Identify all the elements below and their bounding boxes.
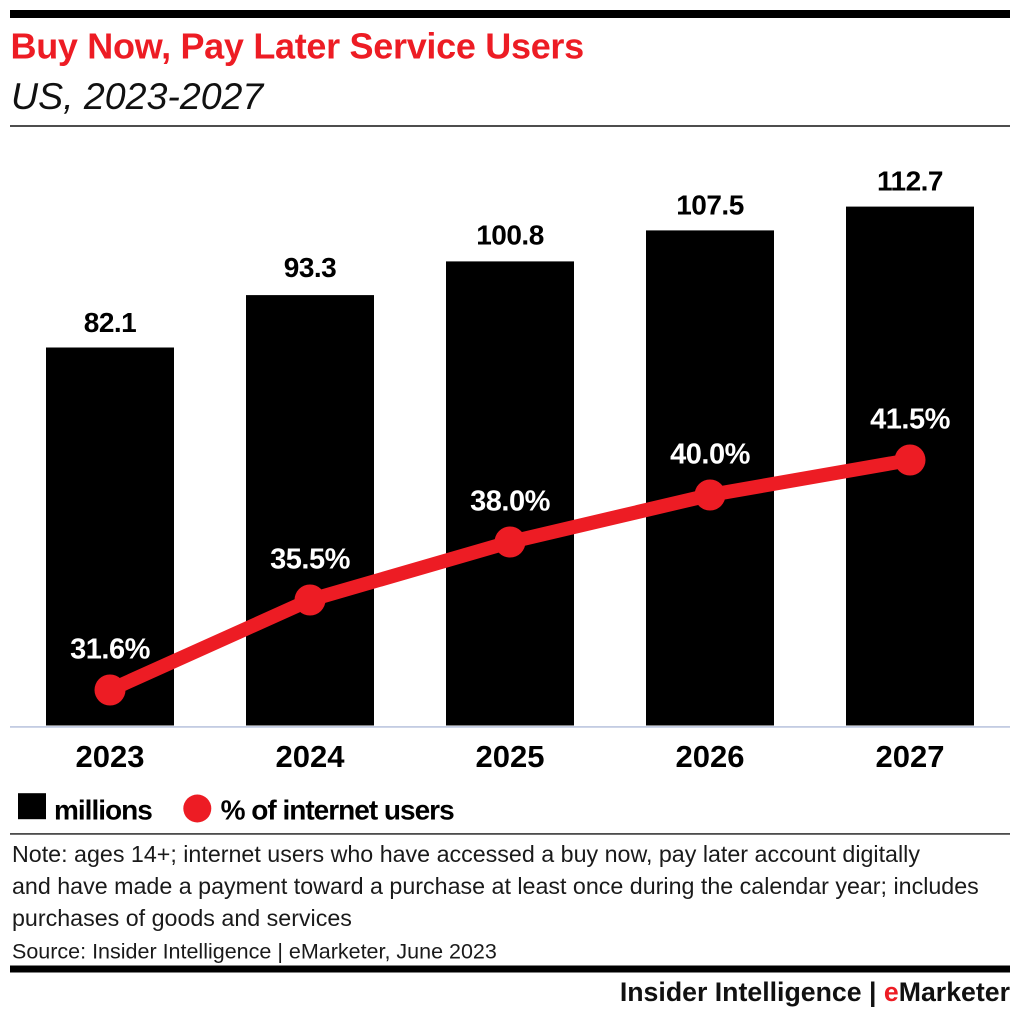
svg-text:82.1: 82.1 — [84, 307, 137, 338]
svg-text:Insider Intelligence | eMarket: Insider Intelligence | eMarketer — [620, 977, 1010, 1007]
svg-text:2023: 2023 — [76, 739, 145, 774]
svg-text:Note: ages 14+; internet users: Note: ages 14+; internet users who have … — [12, 841, 920, 867]
svg-text:35.5%: 35.5% — [270, 544, 350, 576]
svg-text:93.3: 93.3 — [284, 252, 337, 283]
svg-text:US, 2023-2027: US, 2023-2027 — [11, 75, 265, 117]
svg-text:millions: millions — [54, 794, 152, 825]
svg-text:31.6%: 31.6% — [70, 633, 150, 665]
svg-text:and have made a payment toward: and have made a payment toward a purchas… — [12, 873, 979, 899]
svg-text:2025: 2025 — [476, 739, 545, 774]
svg-text:107.5: 107.5 — [676, 189, 744, 220]
svg-text:Source: Insider Intelligence |: Source: Insider Intelligence | eMarketer… — [12, 940, 497, 964]
svg-text:% of internet users: % of internet users — [221, 794, 454, 825]
svg-text:2024: 2024 — [276, 739, 346, 774]
svg-text:100.8: 100.8 — [476, 220, 544, 251]
svg-text:2026: 2026 — [676, 739, 745, 774]
svg-text:38.0%: 38.0% — [470, 486, 550, 518]
svg-text:40.0%: 40.0% — [670, 439, 750, 471]
svg-text:112.7: 112.7 — [877, 166, 943, 197]
svg-text:41.5%: 41.5% — [870, 404, 950, 436]
svg-text:2027: 2027 — [876, 739, 945, 774]
svg-text:purchases of goods and service: purchases of goods and services — [12, 905, 352, 931]
svg-text:Buy Now, Pay Later Service Use: Buy Now, Pay Later Service Users — [11, 26, 584, 67]
